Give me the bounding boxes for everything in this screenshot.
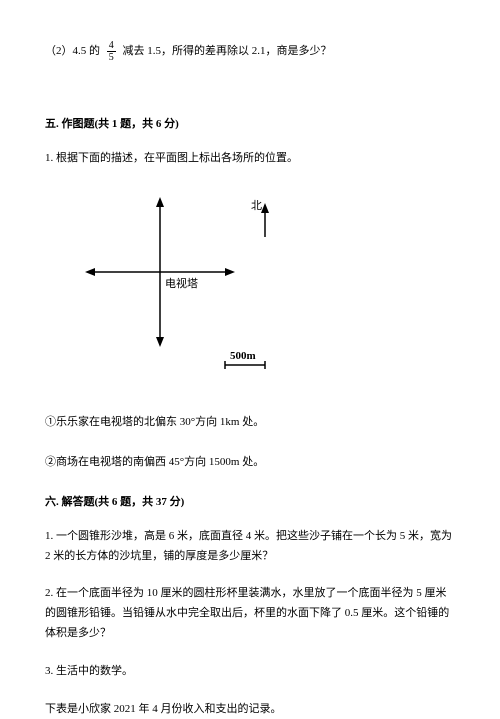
section-5-item2: ②商场在电视塔的南偏西 45°方向 1500m 处。 bbox=[45, 453, 455, 473]
north-label: 北 bbox=[251, 199, 262, 212]
north-arrow-head bbox=[261, 203, 269, 213]
section-5-q1: 1. 根据下面的描述，在平面图上标出各场所的位置。 bbox=[45, 149, 455, 169]
question-4-2: （2）4.5 的 4 5 减去 1.5，所得的差再除以 2.1，商是多少？ bbox=[45, 40, 455, 63]
center-label: 电视塔 bbox=[165, 276, 198, 290]
fraction-numerator: 4 bbox=[107, 40, 116, 52]
fraction-denominator: 5 bbox=[107, 52, 116, 63]
diagram-svg: 北 电视塔 500m bbox=[75, 187, 305, 382]
axis-right-arrow bbox=[225, 268, 235, 276]
direction-diagram: 北 电视塔 500m bbox=[75, 187, 455, 390]
q4-2-suffix: 减去 1.5，所得的差再除以 2.1，商是多少？ bbox=[123, 45, 332, 57]
axis-down-arrow bbox=[156, 337, 164, 347]
section-6-q3-sub: 下表是小欣家 2021 年 4 月份收入和支出的记录。 bbox=[45, 700, 455, 719]
axis-left-arrow bbox=[85, 268, 95, 276]
section-6-q1: 1. 一个圆锥形沙堆，高是 6 米，底面直径 4 米。把这些沙子铺在一个长为 5… bbox=[45, 527, 455, 567]
section-5-title: 五. 作图题(共 1 题，共 6 分) bbox=[45, 115, 455, 135]
fraction-4-5: 4 5 bbox=[107, 40, 116, 63]
section-5-item1: ①乐乐家在电视塔的北偏东 30°方向 1km 处。 bbox=[45, 413, 455, 433]
section-6-q2: 2. 在一个底面半径为 10 厘米的圆柱形杯里装满水，水里放了一个底面半径为 5… bbox=[45, 584, 455, 643]
section-6-q3: 3. 生活中的数学。 bbox=[45, 662, 455, 682]
axis-up-arrow bbox=[156, 197, 164, 207]
scale-label: 500m bbox=[230, 350, 256, 362]
section-6-title: 六. 解答题(共 6 题，共 37 分) bbox=[45, 493, 455, 513]
q4-2-prefix: （2）4.5 的 bbox=[45, 45, 100, 57]
